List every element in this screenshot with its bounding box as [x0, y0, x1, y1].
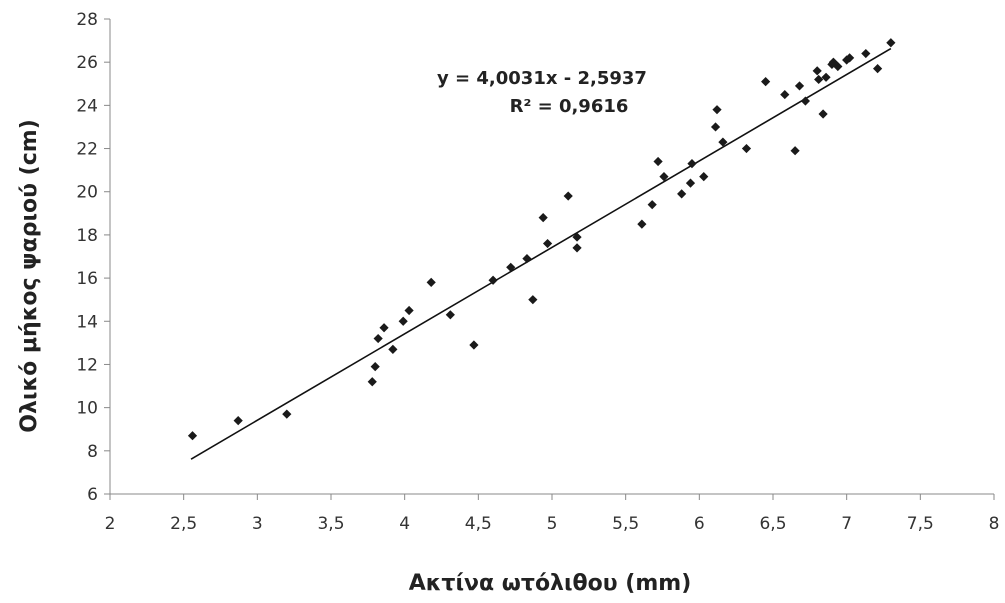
data-point	[710, 122, 721, 132]
data-point	[821, 72, 831, 82]
y-tick-label: 12	[76, 355, 98, 375]
y-tick-label: 18	[76, 226, 98, 246]
data-point	[404, 305, 414, 316]
data-point	[818, 109, 828, 119]
data-point	[812, 66, 822, 76]
data-point	[886, 38, 896, 48]
y-tick-label: 14	[76, 312, 98, 332]
data-point	[647, 200, 657, 210]
data-point	[367, 377, 377, 387]
data-point	[842, 55, 852, 65]
y-tick-label: 24	[76, 96, 98, 116]
data-point	[861, 48, 871, 59]
x-tick-label: 6,5	[759, 514, 786, 534]
data-point	[542, 238, 553, 249]
data-point	[653, 156, 663, 167]
data-point	[373, 333, 383, 344]
data-point	[370, 362, 380, 372]
data-point	[445, 310, 455, 320]
x-tick-label: 3	[252, 514, 263, 534]
data-point	[379, 323, 389, 333]
data-point	[506, 262, 516, 272]
x-axis-ticks: 2 2,5 3 3,5 4 4,5 5 5,5 6 6,5 7 7,5 8	[105, 494, 1000, 534]
data-point	[469, 340, 479, 350]
data-point	[780, 89, 790, 100]
data-point	[187, 431, 198, 441]
data-point	[800, 96, 811, 106]
data-point	[718, 137, 728, 147]
x-tick-label: 8	[989, 514, 1000, 534]
x-tick-label: 2,5	[170, 514, 197, 534]
x-tick-label: 4	[399, 514, 410, 534]
data-point	[282, 409, 292, 419]
x-tick-label: 6	[694, 514, 705, 534]
y-tick-label: 10	[76, 399, 98, 419]
y-tick-label: 20	[76, 183, 98, 203]
data-point	[528, 295, 538, 305]
x-tick-label: 7	[841, 514, 852, 534]
data-point	[233, 415, 243, 426]
x-tick-label: 3,5	[317, 514, 344, 534]
data-point	[572, 243, 582, 253]
data-point	[637, 219, 647, 229]
data-point	[685, 178, 696, 188]
data-points	[187, 38, 896, 441]
data-point	[761, 77, 771, 87]
data-point	[873, 64, 883, 74]
y-tick-label: 16	[76, 269, 98, 289]
x-axis-title: Ακτίνα ωτόλιθου (mm)	[409, 571, 692, 596]
data-point	[538, 213, 548, 223]
data-point	[388, 344, 398, 354]
y-tick-label: 26	[76, 53, 98, 73]
data-point	[398, 316, 408, 326]
data-point	[833, 61, 843, 72]
data-point	[522, 254, 532, 264]
data-point	[814, 74, 824, 85]
y-axis-title: Ολικό μήκος ψαριού (cm)	[17, 119, 42, 433]
trendline	[190, 47, 892, 460]
data-point	[563, 191, 573, 201]
data-point	[712, 105, 722, 115]
trendline-r-squared: R² = 0,9616	[510, 96, 629, 117]
data-point	[794, 81, 805, 91]
x-tick-label: 7,5	[907, 514, 934, 534]
data-point	[677, 189, 687, 199]
data-point	[687, 159, 697, 169]
data-point	[741, 143, 752, 154]
data-point	[488, 275, 498, 285]
data-point	[572, 232, 582, 242]
y-axis-ticks: 6 8 10 12 14 16 18 20 22 24 26 28	[76, 10, 110, 505]
x-tick-label: 4,5	[465, 514, 492, 534]
y-tick-label: 8	[87, 442, 98, 462]
x-tick-label: 2	[105, 514, 116, 534]
trendline-equation: y = 4,0031x - 2,5937	[437, 68, 647, 89]
data-point	[790, 146, 800, 156]
y-tick-label: 28	[76, 10, 98, 30]
data-point	[659, 172, 669, 182]
y-tick-label: 22	[76, 140, 98, 160]
y-tick-label: 6	[87, 485, 98, 505]
data-point	[845, 53, 855, 63]
x-tick-label: 5,5	[612, 514, 639, 534]
data-point	[699, 172, 709, 182]
x-tick-label: 5	[547, 514, 558, 534]
data-point	[426, 277, 436, 288]
